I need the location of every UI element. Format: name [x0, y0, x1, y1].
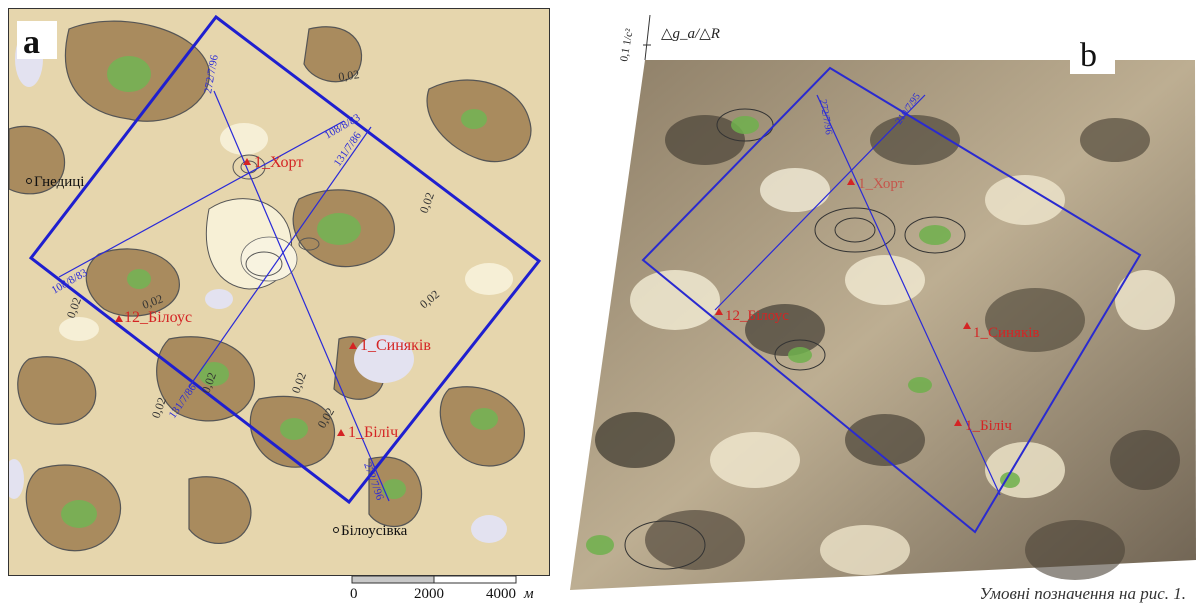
scale-tick-4000: 4000	[486, 586, 516, 602]
town-bilousivka: Білоусівка	[341, 523, 408, 539]
well-marker-bilous: 12_Білоус	[115, 309, 192, 326]
well-label-syniakiv: 1_Синяків	[360, 337, 431, 354]
panel-letter-bg-a	[17, 21, 57, 59]
well-label-khort-b: 1_Хорт	[858, 176, 905, 192]
town-hnedytsi: Гнедиці	[34, 174, 84, 190]
well-label-bilous: 12_Білоус	[124, 309, 192, 326]
profile-lines-a	[58, 90, 390, 502]
map-panel-a: 0,02 0,02 0,02 0,02 0,02 0,02 0,02 0,02 …	[8, 8, 550, 576]
well-label-syniakiv-b: 1_Синяків	[973, 325, 1040, 341]
map-b-svg: 272/7/96 210/7/95 1_Хорт 12_Білоус 1_Син…	[570, 14, 1196, 590]
surface-green-cores	[586, 116, 1020, 555]
well-label-bilous-b: 12_Білоус	[725, 308, 789, 324]
contour-label: 0,02	[417, 191, 437, 216]
map-a-svg: 0,02 0,02 0,02 0,02 0,02 0,02 0,02 0,02 …	[9, 9, 549, 575]
contour-label: 0,02	[149, 396, 169, 421]
contour-label: 0,02	[337, 67, 360, 84]
panel-letter-b: b	[1080, 37, 1097, 74]
axis-value-label: 0,1 1/c²	[618, 27, 636, 63]
well-marker-khort: 1_Хорт	[243, 154, 303, 171]
well-points-a: 1_Хорт 12_Білоус 1_Синяків 1_Біліч	[115, 154, 431, 441]
towns-a: Гнедиці Білоусівка	[26, 174, 408, 539]
scale-unit: м	[523, 586, 534, 602]
scale-tick-2000: 2000	[414, 586, 444, 602]
contour-label: 0,02	[199, 371, 219, 396]
profile-lines-b	[714, 94, 1001, 496]
study-area-boundary	[28, 14, 542, 505]
contour-label: 0,02	[64, 296, 84, 321]
well-marker-bilich: 1_Біліч	[337, 424, 398, 441]
scale-tick-0: 0	[350, 586, 358, 602]
well-label-khort: 1_Хорт	[254, 154, 303, 171]
well-points-b: 1_Хорт 12_Білоус 1_Синяків 1_Біліч	[715, 176, 1040, 434]
axis-formula-label: △g_a/△R	[661, 26, 720, 42]
figure-caption: Умовні позначення на рис. 1.	[979, 584, 1187, 603]
scale-bar: 0 2000 4000 м	[350, 574, 550, 611]
contour-label: 0,02	[289, 371, 309, 396]
map-panel-b: 272/7/96 210/7/95 1_Хорт 12_Білоус 1_Син…	[555, 0, 1196, 608]
scale-bar-svg: 0 2000 4000 м	[350, 575, 534, 602]
contour-label: 0,02	[140, 291, 165, 311]
surface-relief	[595, 115, 1180, 580]
vertical-axis-b: 0,1 1/c² △g_a/△R	[618, 14, 720, 63]
surface-contours	[624, 108, 966, 570]
study-area-boundary-3d	[641, 66, 1142, 534]
anomaly-cores-a	[61, 56, 498, 528]
panel-letter-bg-b	[1070, 32, 1115, 74]
well-marker-syniakiv: 1_Синяків	[349, 337, 431, 354]
well-label-bilich-b: 1_Біліч	[965, 418, 1012, 434]
panel-letter-a: a	[23, 24, 40, 61]
well-label-bilich: 1_Біліч	[348, 424, 398, 441]
